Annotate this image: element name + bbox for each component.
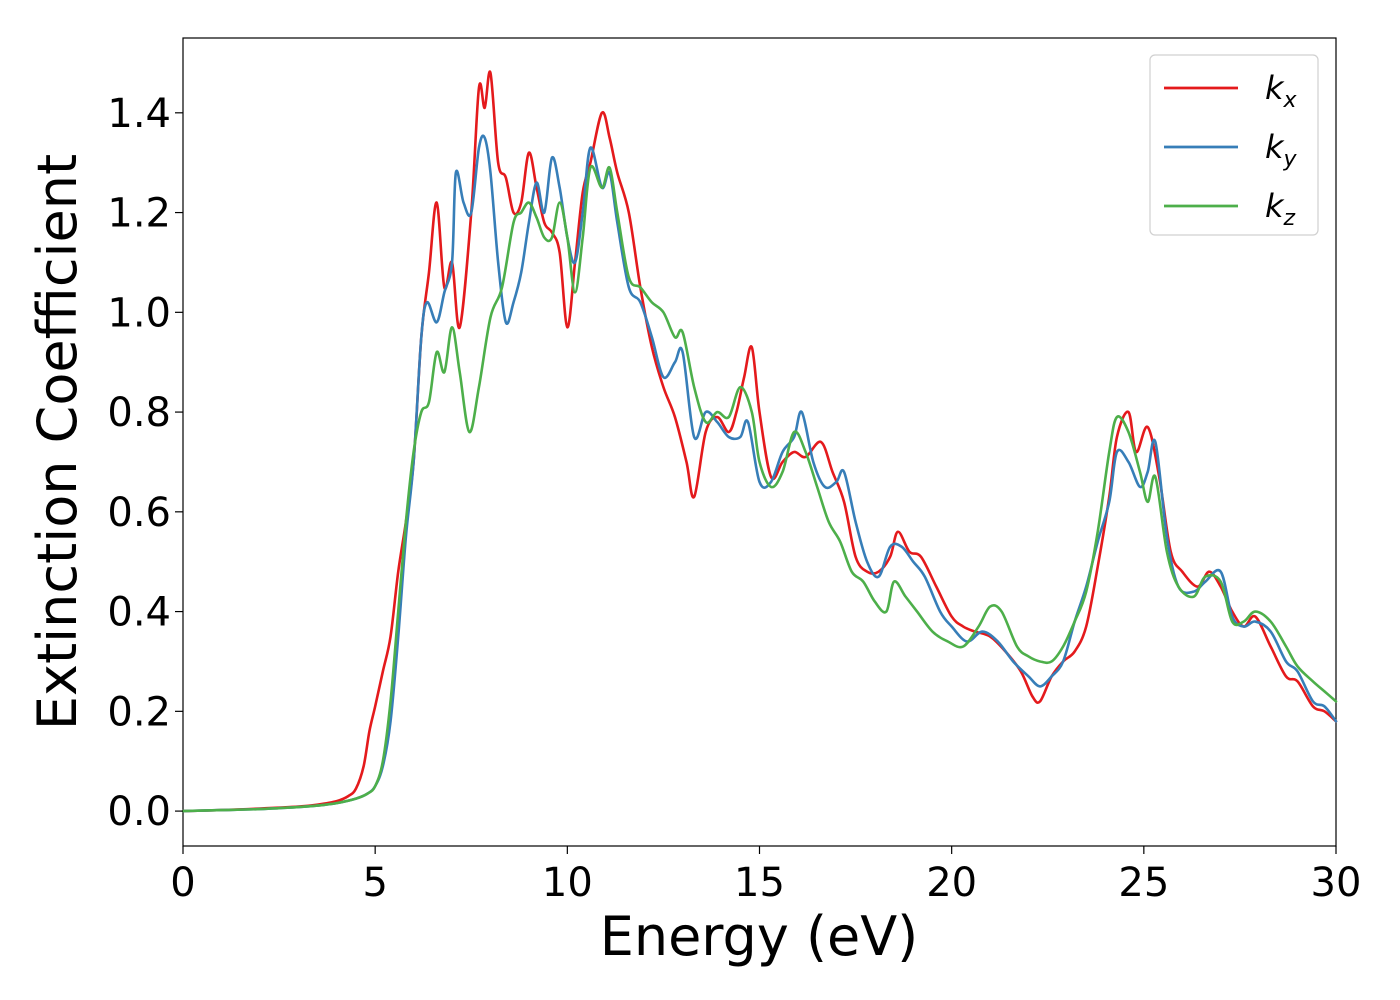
- x-tick-label: 15: [734, 860, 785, 906]
- x-tick-label: 10: [542, 860, 593, 906]
- series-layer: [181, 70, 1338, 813]
- legend-label-subscript: x: [1283, 88, 1298, 113]
- y-tick-label: 0.6: [107, 490, 171, 536]
- y-tick-label: 0.8: [107, 390, 171, 436]
- x-tick-label: 25: [1118, 860, 1169, 906]
- y-tick-label: 1.4: [107, 91, 171, 137]
- y-tick-label: 1.0: [107, 290, 171, 336]
- legend-label-main: k: [1265, 128, 1285, 166]
- x-axis-label: Energy (eV): [600, 905, 919, 968]
- y-axis-ticks: 0.0 0.2 0.4 0.6 0.8 1.0 1.2 1.4: [107, 91, 183, 835]
- legend-label-kz: kz: [1265, 187, 1296, 231]
- legend-label-kx: kx: [1265, 69, 1298, 113]
- y-tick-label: 1.2: [107, 191, 171, 237]
- x-tick-label: 20: [926, 860, 977, 906]
- y-axis-label: Extinction Coefficient: [26, 154, 89, 730]
- legend-label-main: k: [1265, 69, 1285, 107]
- legend-label-subscript: y: [1283, 147, 1298, 172]
- y-tick-label: 0.2: [107, 689, 171, 735]
- y-tick-label: 0.4: [107, 590, 171, 636]
- legend-frame: [1149, 54, 1319, 236]
- x-tick-label: 5: [362, 860, 387, 906]
- series-line-ky: [181, 134, 1338, 813]
- y-tick-label: 0.0: [107, 789, 171, 835]
- series-line-kz: [181, 164, 1338, 813]
- legend-label-ky: ky: [1265, 128, 1298, 172]
- x-tick-label: 0: [170, 860, 195, 906]
- legend-label-main: k: [1265, 187, 1285, 225]
- x-tick-label: 30: [1311, 860, 1362, 906]
- legend-label-subscript: z: [1283, 206, 1296, 231]
- x-axis-ticks: 0 5 10 15 20 25 30: [170, 846, 1361, 906]
